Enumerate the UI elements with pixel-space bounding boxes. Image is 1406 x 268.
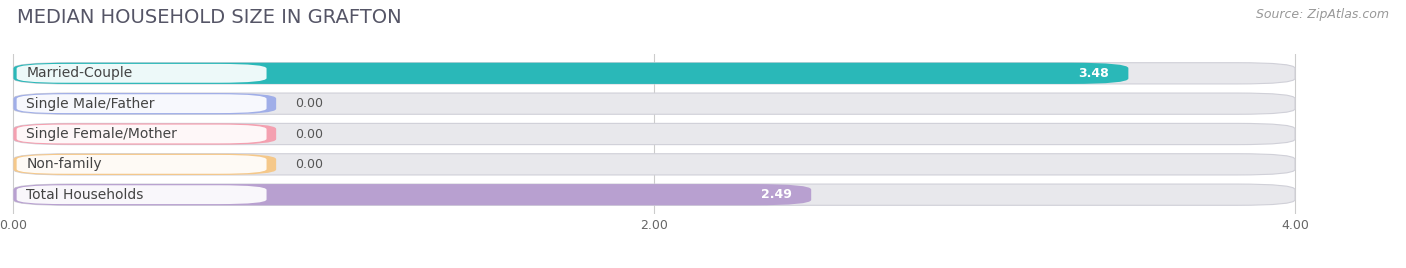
Text: Married-Couple: Married-Couple: [27, 66, 132, 80]
FancyBboxPatch shape: [17, 185, 267, 204]
Text: Single Female/Mother: Single Female/Mother: [27, 127, 177, 141]
FancyBboxPatch shape: [17, 125, 267, 143]
Text: Single Male/Father: Single Male/Father: [27, 97, 155, 111]
Text: 0.00: 0.00: [295, 158, 323, 171]
Text: 2.49: 2.49: [761, 188, 792, 201]
FancyBboxPatch shape: [17, 64, 267, 83]
FancyBboxPatch shape: [14, 154, 1295, 175]
FancyBboxPatch shape: [14, 184, 811, 205]
Text: Source: ZipAtlas.com: Source: ZipAtlas.com: [1256, 8, 1389, 21]
Text: Non-family: Non-family: [27, 157, 101, 171]
FancyBboxPatch shape: [17, 155, 267, 174]
FancyBboxPatch shape: [17, 94, 267, 113]
FancyBboxPatch shape: [14, 63, 1129, 84]
FancyBboxPatch shape: [14, 63, 1295, 84]
Text: Total Households: Total Households: [27, 188, 143, 202]
Text: 0.00: 0.00: [295, 97, 323, 110]
FancyBboxPatch shape: [14, 123, 276, 145]
FancyBboxPatch shape: [14, 123, 1295, 145]
Text: 0.00: 0.00: [295, 128, 323, 140]
FancyBboxPatch shape: [14, 93, 1295, 114]
Text: MEDIAN HOUSEHOLD SIZE IN GRAFTON: MEDIAN HOUSEHOLD SIZE IN GRAFTON: [17, 8, 402, 27]
FancyBboxPatch shape: [14, 93, 276, 114]
Text: 3.48: 3.48: [1078, 67, 1109, 80]
FancyBboxPatch shape: [14, 154, 276, 175]
FancyBboxPatch shape: [14, 184, 1295, 205]
